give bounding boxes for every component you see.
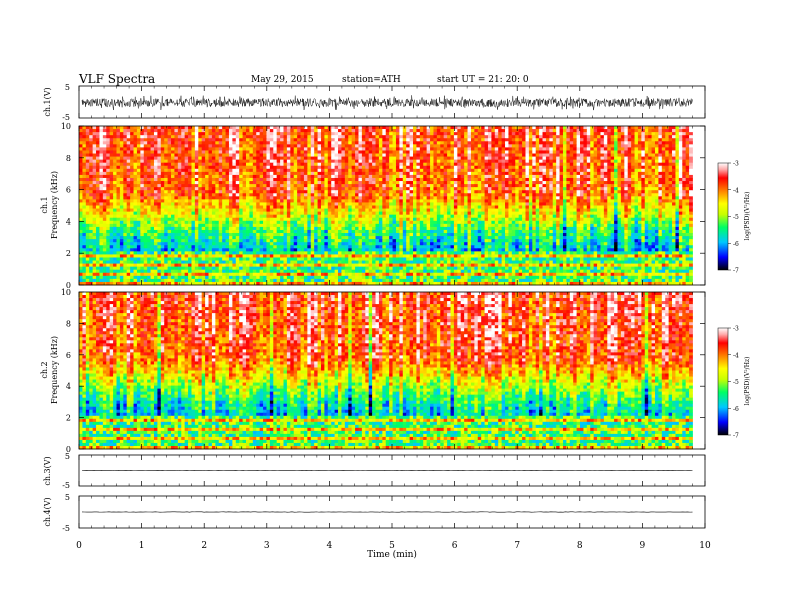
colorbar-tick-label: -7 (733, 268, 739, 275)
ch1-ytick-bottom: -5 (62, 113, 70, 122)
colorbar-tick-label: -7 (733, 433, 739, 440)
ch4-ytick-bottom: -5 (62, 524, 70, 533)
ch1-waveform-panel: 5 -5 ch.1(V) (43, 83, 705, 122)
ch4-waveform-ylabel: ch.4(V) (43, 497, 52, 526)
time-tick-label: 4 (327, 541, 333, 551)
ch3-waveform-panel: 5 -5 ch.3(V) (43, 452, 705, 490)
time-tick-label: 9 (640, 541, 646, 551)
colorbar-tick-label: -4 (733, 187, 739, 194)
frequency-tick-label: 8 (66, 154, 71, 163)
time-tick-label: 3 (264, 541, 270, 551)
ch2-colorbar (718, 328, 728, 435)
time-tick-label: 6 (452, 541, 458, 551)
ch1-ytick-top: 5 (65, 83, 70, 92)
frequency-tick-label: 4 (66, 217, 71, 226)
ch2-colorbar-ticks: -3 -4 -5 -6 -7 (728, 326, 739, 440)
frequency-tick-label: 4 (66, 382, 71, 391)
ch4-ytick-top: 5 (65, 493, 70, 502)
colorbar-tick-label: -3 (733, 161, 739, 168)
ch1-colorbar-ticks: -3 -4 -5 -6 -7 (728, 161, 739, 275)
time-tick-label: 0 (76, 541, 82, 551)
vlf-spectra-figure: 5 -5 ch.1(V) 0 2 4 6 8 10 ch.1 Frequency (kHz… (0, 0, 792, 612)
ch2-spectrogram-channel-label: ch.2 (40, 361, 49, 378)
frequency-tick-label: 6 (66, 186, 71, 195)
ch1-frequency-ylabel: Frequency (kHz) (50, 171, 59, 239)
colorbar-tick-label: -6 (733, 406, 739, 413)
ch2-frequency-ylabel: Frequency (kHz) (50, 336, 59, 404)
ch1-colorbar (718, 163, 728, 270)
frequency-tick-label: 10 (61, 288, 71, 297)
frequency-tick-label: 2 (66, 249, 71, 258)
colorbar-tick-label: -3 (733, 326, 739, 333)
ch1-waveform-ylabel: ch.1(V) (43, 87, 52, 116)
time-tick-label: 7 (514, 541, 520, 551)
time-tick-label: 8 (577, 541, 583, 551)
ch1-colorbar-label: log(PSD)(V²/Hz) (744, 192, 751, 241)
frequency-tick-label: 2 (66, 414, 71, 423)
colorbar-tick-label: -5 (733, 214, 739, 221)
colorbar-tick-label: -5 (733, 379, 739, 386)
time-axis-label: Time (min) (367, 549, 417, 560)
time-tick-label: 10 (699, 541, 711, 551)
ch2-colorbar-label: log(PSD)(V²/Hz) (744, 357, 751, 406)
frequency-tick-label: 6 (66, 351, 71, 360)
frequency-tick-label: 10 (61, 122, 71, 131)
colorbar-tick-label: -6 (733, 241, 739, 248)
colorbar-tick-label: -4 (733, 352, 739, 359)
ch1-spectrogram-channel-label: ch.1 (40, 196, 49, 213)
time-tick-label: 1 (139, 541, 145, 551)
ch2-spectrogram-image (79, 292, 705, 449)
ch3-waveform-ylabel: ch.3(V) (43, 456, 52, 485)
time-tick-label: 2 (201, 541, 207, 551)
ch1-spectrogram-image (79, 126, 705, 285)
frequency-tick-label: 8 (66, 319, 71, 328)
ch3-ytick-bottom: -5 (62, 481, 70, 490)
ch3-ytick-top: 5 (65, 452, 70, 461)
ch4-waveform-panel: 5 -5 ch.4(V) (43, 493, 705, 533)
